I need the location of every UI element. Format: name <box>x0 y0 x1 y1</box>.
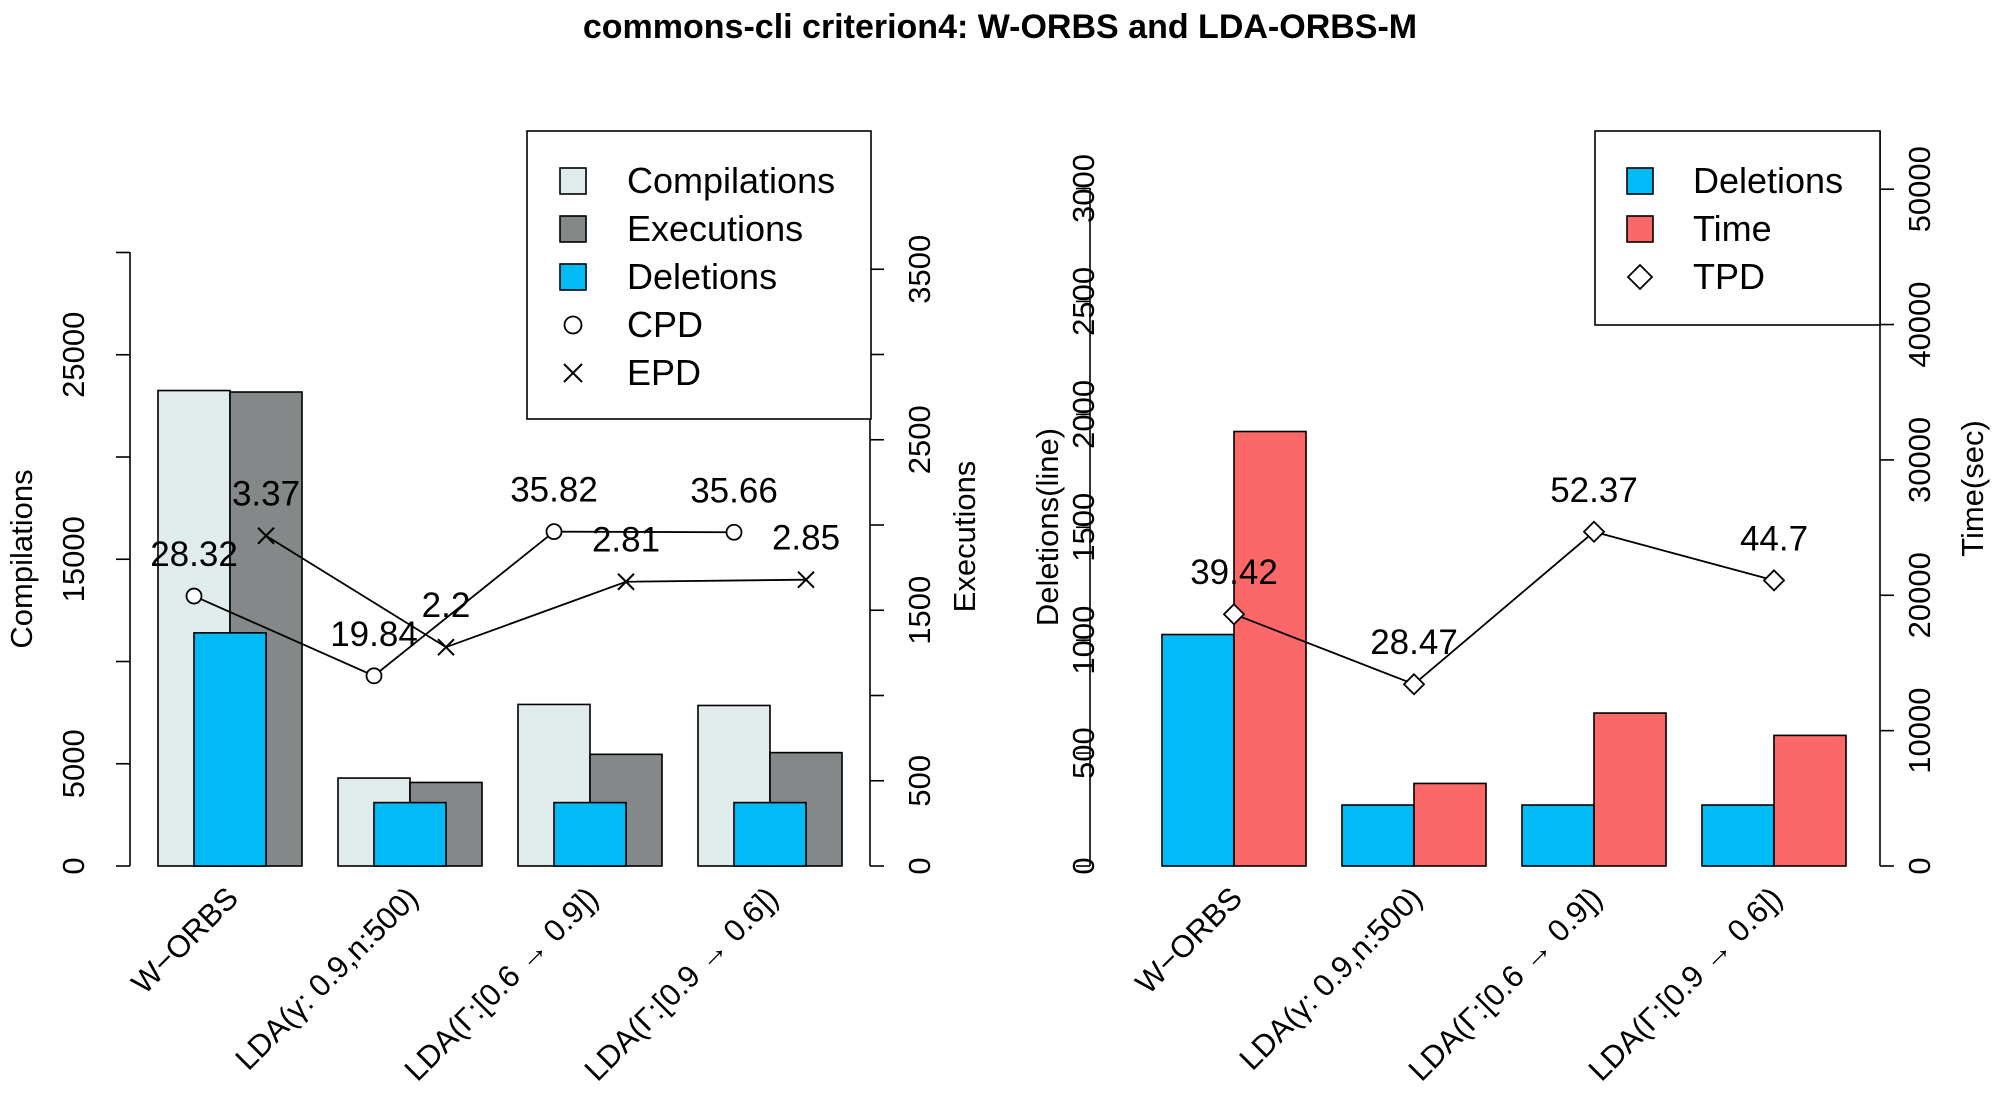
y-tick-label-right: 0 <box>1902 857 1937 874</box>
bar-deletions-4 <box>733 801 807 867</box>
label-tpd-4: 44.7 <box>1740 519 1808 558</box>
bar-deletions-4 <box>1701 804 1775 867</box>
label-cpd-1: 28.32 <box>150 535 238 574</box>
y-tick-label-left: 0 <box>56 857 91 874</box>
marker-tpd-3 <box>1582 520 1606 544</box>
legend-marker-cpd <box>563 315 583 335</box>
y-tick-label-left: 1000 <box>1066 606 1101 675</box>
line-tpd <box>1233 530 1775 686</box>
y-tick-label-right: 30000 <box>1902 417 1937 503</box>
bar-deletions-1 <box>1161 633 1235 867</box>
y-tick-label-right: 0 <box>902 857 937 874</box>
legend-marker-epd <box>563 363 583 383</box>
label-epd-1: 3.37 <box>232 475 300 514</box>
label-cpd-3: 35.82 <box>510 471 598 510</box>
legend-swatch-time <box>1626 215 1654 243</box>
y-tick-label-right: 20000 <box>1902 552 1937 638</box>
x-tick-label: W−ORBS <box>125 880 245 1000</box>
x-tick-label: LDA(γ: 0.9,n:500) <box>228 880 425 1077</box>
x-tick-label: LDA(γ: 0.9,n:500) <box>1232 880 1429 1077</box>
marker-cpd-3 <box>545 523 563 541</box>
y-tick-label-right: 500 <box>902 755 937 807</box>
legend-label-deletions: Deletions <box>1693 160 1843 201</box>
y-tick-label-right: 1500 <box>902 576 937 645</box>
x-tick-label: LDA(Γ:[0.9 → 0.6]) <box>1582 880 1789 1087</box>
y-tick-label-left: 1500 <box>1066 493 1101 562</box>
label-epd-3: 2.81 <box>592 521 660 560</box>
bar-deletions-3 <box>1521 804 1595 867</box>
legend-label-tpd: TPD <box>1693 256 1765 297</box>
y-tick-label-left: 2000 <box>1066 380 1101 449</box>
legend-label-executions: Executions <box>627 208 803 249</box>
legend-swatch-deletions <box>1626 167 1654 195</box>
marker-epd-4 <box>797 570 815 589</box>
bar-time-3 <box>1593 712 1667 867</box>
x-tick-label: LDA(Γ:[0.9 → 0.6]) <box>578 880 785 1087</box>
bar-time-2 <box>1413 782 1487 867</box>
line-epd <box>265 534 807 649</box>
bar-deletions-2 <box>373 801 447 867</box>
y-tick-label-left: 2500 <box>1066 267 1101 336</box>
label-epd-4: 2.85 <box>772 519 840 558</box>
marker-tpd-1 <box>1222 602 1246 626</box>
y-tick-label-left: 15000 <box>56 516 91 602</box>
label-cpd-4: 35.66 <box>690 471 778 510</box>
label-tpd-2: 28.47 <box>1370 623 1458 662</box>
marker-tpd-4 <box>1762 569 1786 592</box>
line-cpd <box>193 530 735 677</box>
marker-epd-2 <box>437 638 455 656</box>
bar-time-1 <box>1233 430 1307 867</box>
marker-cpd-4 <box>725 523 743 541</box>
y-tick-label-left: 0 <box>1066 857 1101 874</box>
legend-label-compilations: Compilations <box>627 160 835 201</box>
x-tick-label: LDA(Γ:[0.6 → 0.9]) <box>1402 880 1609 1087</box>
y-tick-label-right: 10000 <box>1902 688 1937 774</box>
legend-swatch-executions <box>559 215 587 243</box>
legend-label-cpd: CPD <box>627 304 703 345</box>
y-tick-label-right: 40000 <box>1902 281 1937 367</box>
legend-label-time: Time <box>1693 208 1772 249</box>
marker-cpd-1 <box>185 587 203 605</box>
marker-cpd-2 <box>365 667 383 685</box>
y-axis-label-left: Compilations <box>4 469 39 648</box>
y-axis-label-right: Time(sec) <box>1955 420 1990 557</box>
x-tick-label: W−ORBS <box>1129 880 1249 1000</box>
label-tpd-3: 52.37 <box>1550 471 1638 510</box>
legend-swatch-deletions <box>559 263 587 291</box>
marker-epd-3 <box>617 573 635 591</box>
label-epd-2: 2.2 <box>422 586 471 625</box>
y-tick-label-left: 500 <box>1066 727 1101 779</box>
bar-deletions-2 <box>1341 804 1415 867</box>
chart-title: commons-cli criterion4: W-ORBS and LDA-O… <box>583 8 1417 46</box>
bar-deletions-1 <box>193 632 267 867</box>
bar-deletions-3 <box>553 801 627 867</box>
legend-marker-tpd <box>1626 263 1654 291</box>
x-tick-label: LDA(Γ:[0.6 → 0.9]) <box>398 880 605 1087</box>
right-panel: 39.42 28.47 52.37 44.7 0 500 1000 1500 2000 2500 3… <box>1030 130 1990 1088</box>
y-tick-label-left: 5000 <box>56 729 91 798</box>
y-axis-label-right: Executions <box>947 461 982 613</box>
legend-swatch-compilations <box>559 167 587 195</box>
y-tick-label-left: 25000 <box>56 312 91 398</box>
marker-epd-1 <box>257 527 275 545</box>
legend-label-deletions: Deletions <box>627 256 777 297</box>
y-tick-label-left: 3000 <box>1066 154 1101 223</box>
label-tpd-1: 39.42 <box>1190 553 1278 592</box>
legend-label-epd: EPD <box>627 352 701 393</box>
bar-time-4 <box>1773 734 1847 867</box>
y-tick-label-right: 3500 <box>902 235 937 304</box>
y-tick-label-right: 50000 <box>1902 146 1937 232</box>
marker-tpd-2 <box>1402 672 1426 696</box>
y-axis-label-left: Deletions(line) <box>1030 428 1065 626</box>
y-tick-label-right: 2500 <box>902 405 937 474</box>
